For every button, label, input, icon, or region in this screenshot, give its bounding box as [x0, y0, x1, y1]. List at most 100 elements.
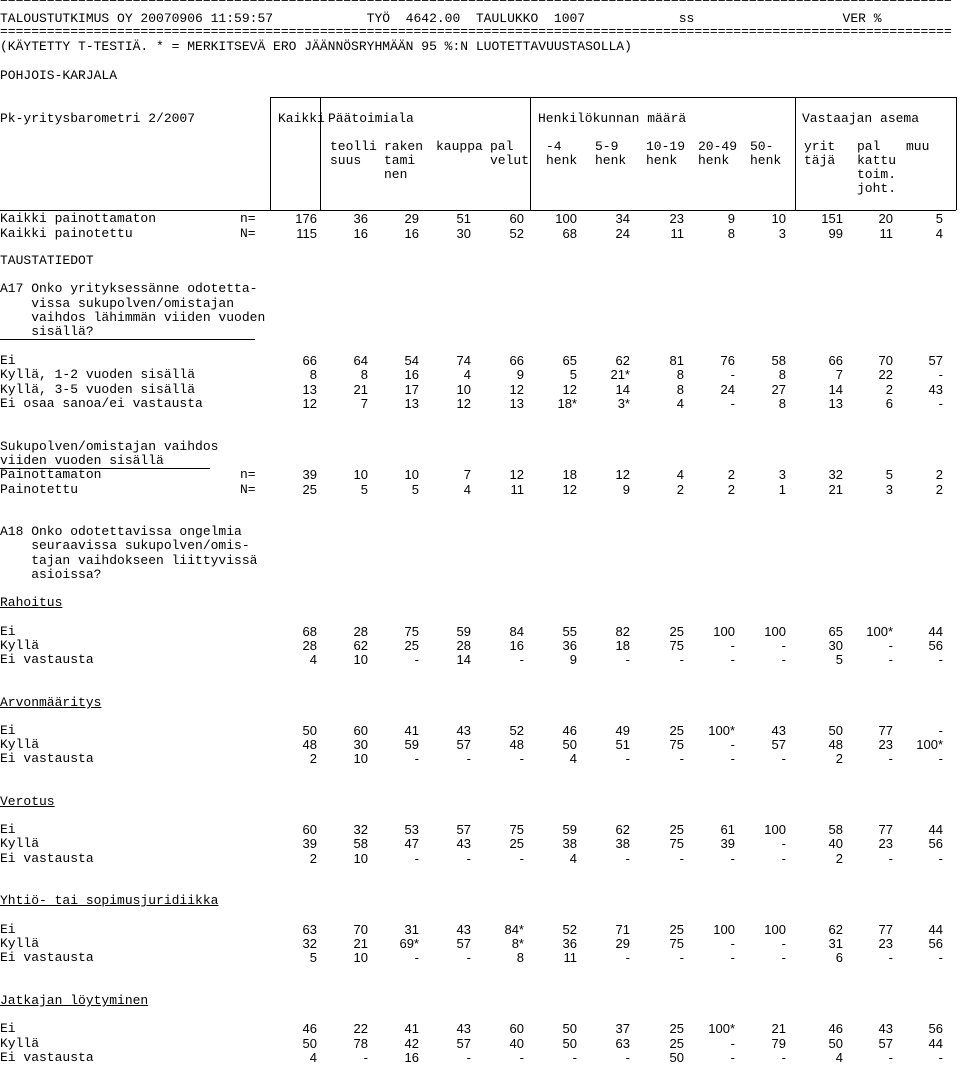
- column-header-text: henk: [698, 153, 730, 168]
- table-cell: 62: [353, 638, 368, 653]
- table-cell: 57: [878, 1036, 893, 1051]
- table-cell: -: [466, 950, 471, 965]
- table-cell: 2: [935, 467, 943, 482]
- table-cell: 44: [928, 922, 943, 937]
- row-label: Ei vastausta: [0, 950, 94, 965]
- table-cell: 16: [404, 367, 419, 382]
- table-cell: 36: [353, 211, 368, 226]
- row-heading: Verotus: [0, 794, 55, 809]
- table-cell: 61: [720, 822, 735, 837]
- table-cell: 100*: [708, 1021, 735, 1036]
- table-cell: 28: [456, 638, 471, 653]
- table-cell: 57: [928, 353, 943, 368]
- table-cell: 9: [516, 367, 524, 382]
- table-cell: 21: [353, 382, 368, 397]
- row-label: Kyllä, 3-5 vuoden sisällä: [0, 382, 196, 397]
- table-cell: -: [466, 1050, 471, 1065]
- table-cell: -: [781, 652, 786, 667]
- section-underline: [0, 468, 210, 469]
- column-header-text: henk: [646, 153, 678, 168]
- row-base-mark: N=: [240, 482, 256, 497]
- table-cell: 59: [456, 624, 471, 639]
- table-cell: 4: [676, 467, 684, 482]
- table-cell: 28: [302, 638, 317, 653]
- table-cell: 25: [669, 1021, 684, 1036]
- table-cell: 2: [835, 851, 843, 866]
- table-cell: 10: [353, 467, 368, 482]
- row-heading: seuraavissa sukupolven/omis-: [0, 538, 250, 553]
- table-cell: 57: [456, 822, 471, 837]
- row-label: Ei vastausta: [0, 851, 94, 866]
- table-cell: 59: [404, 737, 419, 752]
- row-heading: A17 Onko yrityksessänne odotetta-: [0, 281, 258, 296]
- table-cell: 48: [509, 737, 524, 752]
- table-cell: 43: [456, 1021, 471, 1036]
- column-header-text: kauppa: [436, 139, 483, 154]
- table-cell: 51: [615, 737, 630, 752]
- row-label: Ei: [0, 1021, 16, 1036]
- table-cell: -: [519, 851, 524, 866]
- column-header-text: suus: [330, 153, 362, 168]
- row-label: Kyllä: [0, 638, 40, 653]
- table-cell: 2: [727, 467, 735, 482]
- table-cell: 36: [562, 936, 577, 951]
- table-cell: 13: [404, 396, 419, 411]
- table-cell: -: [519, 751, 524, 766]
- table-cell: 22: [878, 367, 893, 382]
- divider-kaikki: [320, 97, 321, 210]
- table-cell: 65: [828, 624, 843, 639]
- table-cell: 5: [885, 467, 893, 482]
- row-label: Kyllä: [0, 737, 40, 752]
- table-cell: 56: [928, 936, 943, 951]
- column-header-text: teolli: [330, 139, 377, 154]
- column-header-text: henk: [546, 153, 578, 168]
- row-base-mark: N=: [240, 226, 256, 241]
- table-cell: 4: [463, 367, 471, 382]
- column-header-text: joht.: [857, 181, 897, 196]
- table-cell: 44: [928, 1036, 943, 1051]
- table-cell: -: [781, 638, 786, 653]
- table-cell: -: [888, 652, 893, 667]
- row-label: Ei: [0, 723, 16, 738]
- table-cell: 32: [302, 936, 317, 951]
- table-cell: 43: [928, 382, 943, 397]
- table-cell: 5: [569, 367, 577, 382]
- table-cell: 100: [764, 624, 786, 639]
- table-cell: 54: [404, 353, 419, 368]
- table-cell: 44: [928, 624, 943, 639]
- row-heading: Arvonmääritys: [0, 695, 102, 710]
- table-cell: 60: [509, 211, 524, 226]
- row-heading: A18 Onko odotettavissa ongelmia: [0, 524, 242, 539]
- column-header-text: tami: [384, 153, 416, 168]
- table-cell: 48: [828, 737, 843, 752]
- table-cell: 7: [463, 467, 471, 482]
- row-label: Ei osaa sanoa/ei vastausta: [0, 396, 203, 411]
- survey-title: Pk-yritysbarometri 2/2007: [0, 111, 196, 126]
- table-cell: -: [730, 1050, 735, 1065]
- table-cell: 8: [676, 367, 684, 382]
- table-cell: 3: [778, 467, 786, 482]
- table-cell: 100: [713, 624, 735, 639]
- row-label: Ei vastausta: [0, 1050, 94, 1065]
- table-cell: 41: [404, 723, 419, 738]
- table-cell: 6: [885, 396, 893, 411]
- report-title-line: TALOUSTUTKIMUS OY 20070906 11:59:57 TYÖ …: [0, 11, 882, 26]
- table-cell: 75: [669, 836, 684, 851]
- table-cell: 75: [669, 936, 684, 951]
- table-cell: 31: [404, 922, 419, 937]
- table-cell: 78: [353, 1036, 368, 1051]
- header-top-line: [270, 97, 956, 98]
- table-cell: 2: [935, 482, 943, 497]
- table-cell: 8: [676, 382, 684, 397]
- table-cell: 70: [878, 353, 893, 368]
- header-bottom-line: [0, 210, 956, 211]
- table-cell: 11: [670, 226, 685, 241]
- table-cell: 50: [302, 723, 317, 738]
- row-heading: vissa sukupolven/omistajan: [0, 296, 235, 311]
- row-heading: Jatkajan löytyminen: [0, 993, 149, 1008]
- table-cell: 44: [928, 822, 943, 837]
- table-cell: -: [363, 1050, 368, 1065]
- table-cell: 62: [828, 922, 843, 937]
- table-cell: 52: [562, 922, 577, 937]
